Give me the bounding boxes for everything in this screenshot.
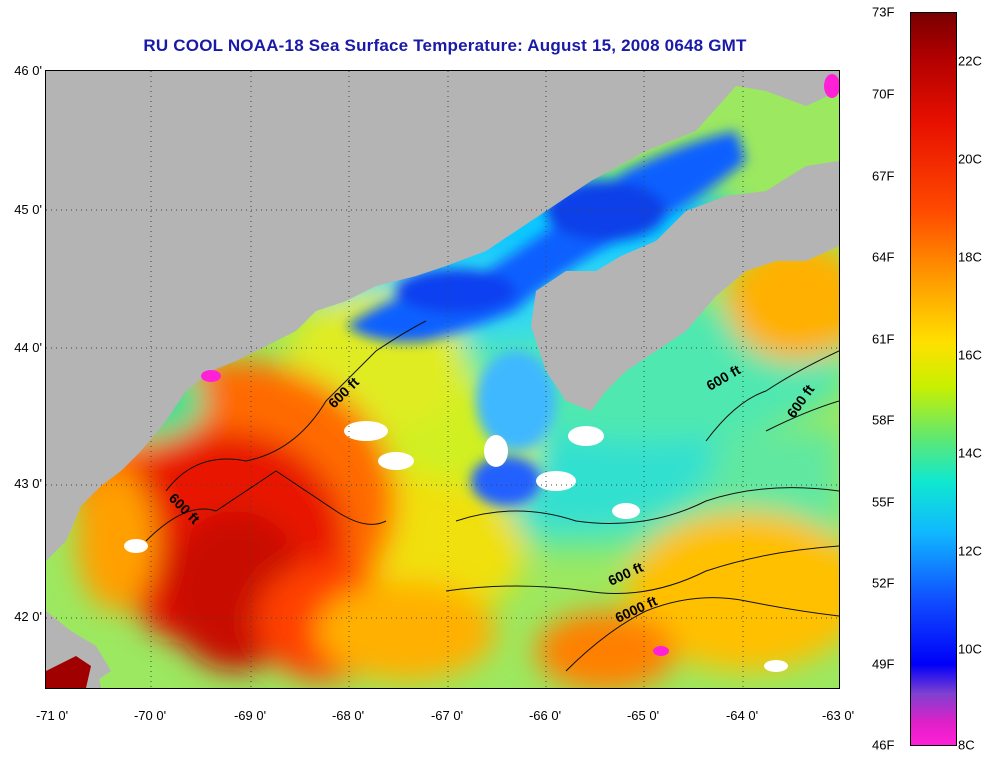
warm-shelf-patch [46,656,91,688]
colorbar-f-73: 73F [872,4,895,20]
colorbar-f-64: 64F [872,249,895,265]
lat-label-43: 43 0' [14,476,42,491]
colorbar-f-49: 49F [872,656,895,672]
sst-map[interactable]: 600 ft 600 ft 600 ft 600 ft 600 ft 6000 … [45,70,840,689]
lon-label-63: -63 0' [821,708,855,723]
land-nova-scotia [531,161,839,411]
colorbar-f-52: 52F [872,575,895,591]
sst-field [76,181,839,688]
colorbar-c-12: 12C [958,543,982,559]
colorbar-f-70: 70F [872,86,895,102]
temperature-colorbar [910,12,957,746]
cold-patches [201,74,839,656]
colorbar-c-22: 22C [958,53,982,69]
lon-label-67: -67 0' [430,708,464,723]
graticule [46,71,839,688]
colorbar-c-10: 10C [958,641,982,657]
depth-contours [145,320,839,672]
land-maine-nh [46,71,839,561]
colorbar-f-46: 46F [872,737,895,753]
colorbar-c-18: 18C [958,249,982,265]
colorbar-c-8: 8C [958,737,975,753]
lon-label-65: -65 0' [626,708,660,723]
lon-label-66: -66 0' [528,708,562,723]
map-title: RU COOL NOAA-18 Sea Surface Temperature:… [143,36,747,55]
colorbar-c-16: 16C [958,347,982,363]
colorbar-f-55: 55F [872,494,895,510]
colorbar-f-67: 67F [872,168,895,184]
lon-label-64: -64 0' [725,708,759,723]
lon-label-68: -68 0' [331,708,365,723]
colorbar-c-14: 14C [958,445,982,461]
lon-label-69: -69 0' [233,708,267,723]
sst-map-canvas: 600 ft 600 ft 600 ft 600 ft 600 ft 6000 … [46,71,839,688]
colorbar-f-58: 58F [872,412,895,428]
lon-label-70: -70 0' [133,708,167,723]
colorbar-c-20: 20C [958,151,982,167]
lat-label-42: 42 0' [14,609,42,624]
colorbar-f-61: 61F [872,331,895,347]
lat-label-45: 45 0' [14,202,42,217]
lat-label-46: 46 0' [14,63,42,78]
lat-label-44: 44 0' [14,340,42,355]
lon-label-71: -71 0' [35,708,69,723]
